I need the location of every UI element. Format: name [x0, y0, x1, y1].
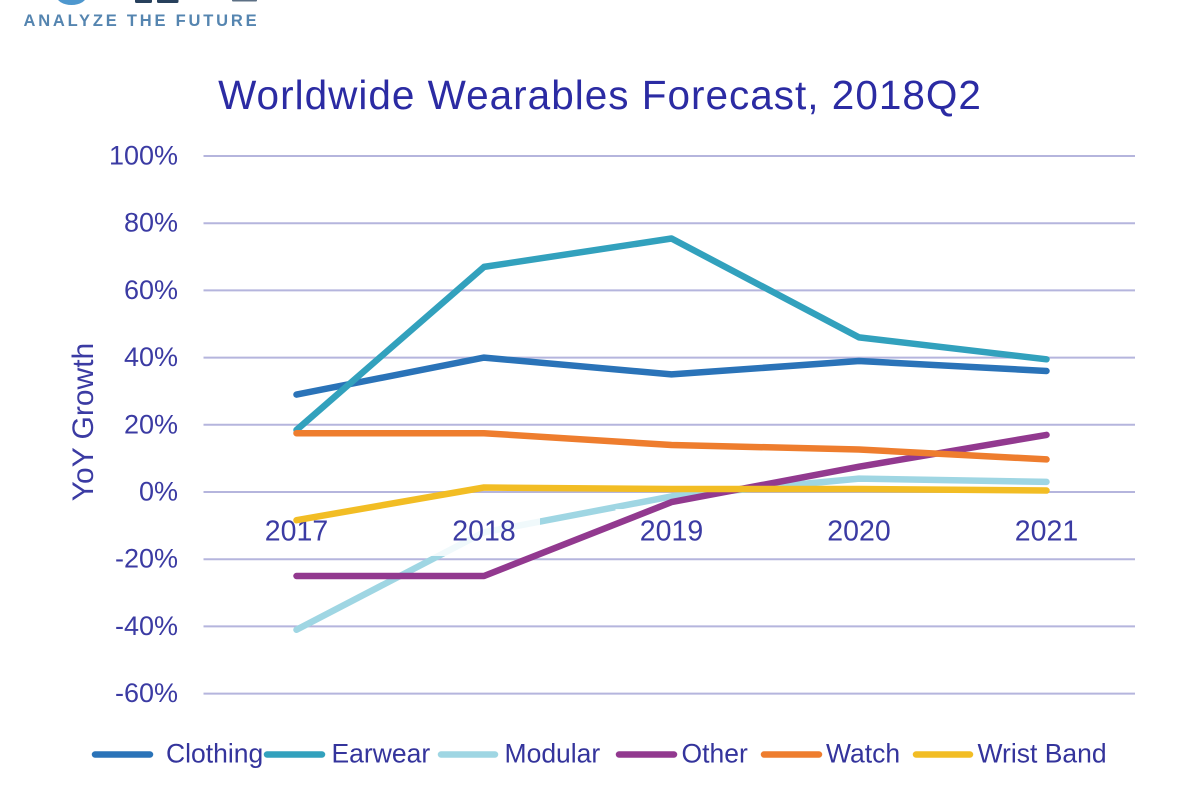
- svg-text:Watch: Watch: [826, 739, 900, 769]
- svg-text:-60%: -60%: [115, 678, 178, 708]
- svg-text:2021: 2021: [1015, 516, 1078, 548]
- svg-text:YoY Growth: YoY Growth: [67, 343, 100, 501]
- svg-text:80%: 80%: [124, 208, 178, 238]
- svg-text:Wrist Band: Wrist Band: [978, 739, 1107, 769]
- svg-text:-20%: -20%: [115, 544, 178, 574]
- svg-text:-40%: -40%: [115, 611, 178, 641]
- svg-text:Modular: Modular: [505, 739, 601, 769]
- svg-text:40%: 40%: [124, 342, 178, 372]
- svg-text:2019: 2019: [640, 516, 703, 548]
- svg-text:60%: 60%: [124, 275, 178, 305]
- svg-text:Other: Other: [682, 739, 748, 769]
- svg-text:Clothing: Clothing: [166, 739, 263, 769]
- svg-text:2018: 2018: [452, 516, 515, 548]
- svg-text:2020: 2020: [827, 516, 890, 548]
- svg-text:20%: 20%: [124, 409, 178, 439]
- svg-text:100%: 100%: [109, 141, 178, 171]
- svg-text:Earwear: Earwear: [332, 739, 431, 769]
- svg-text:0%: 0%: [139, 477, 178, 507]
- svg-text:Worldwide Wearables Forecast,: Worldwide Wearables Forecast, 2018Q2: [218, 72, 982, 118]
- svg-text:ANALYZE THE FUTURE: ANALYZE THE FUTURE: [24, 12, 260, 30]
